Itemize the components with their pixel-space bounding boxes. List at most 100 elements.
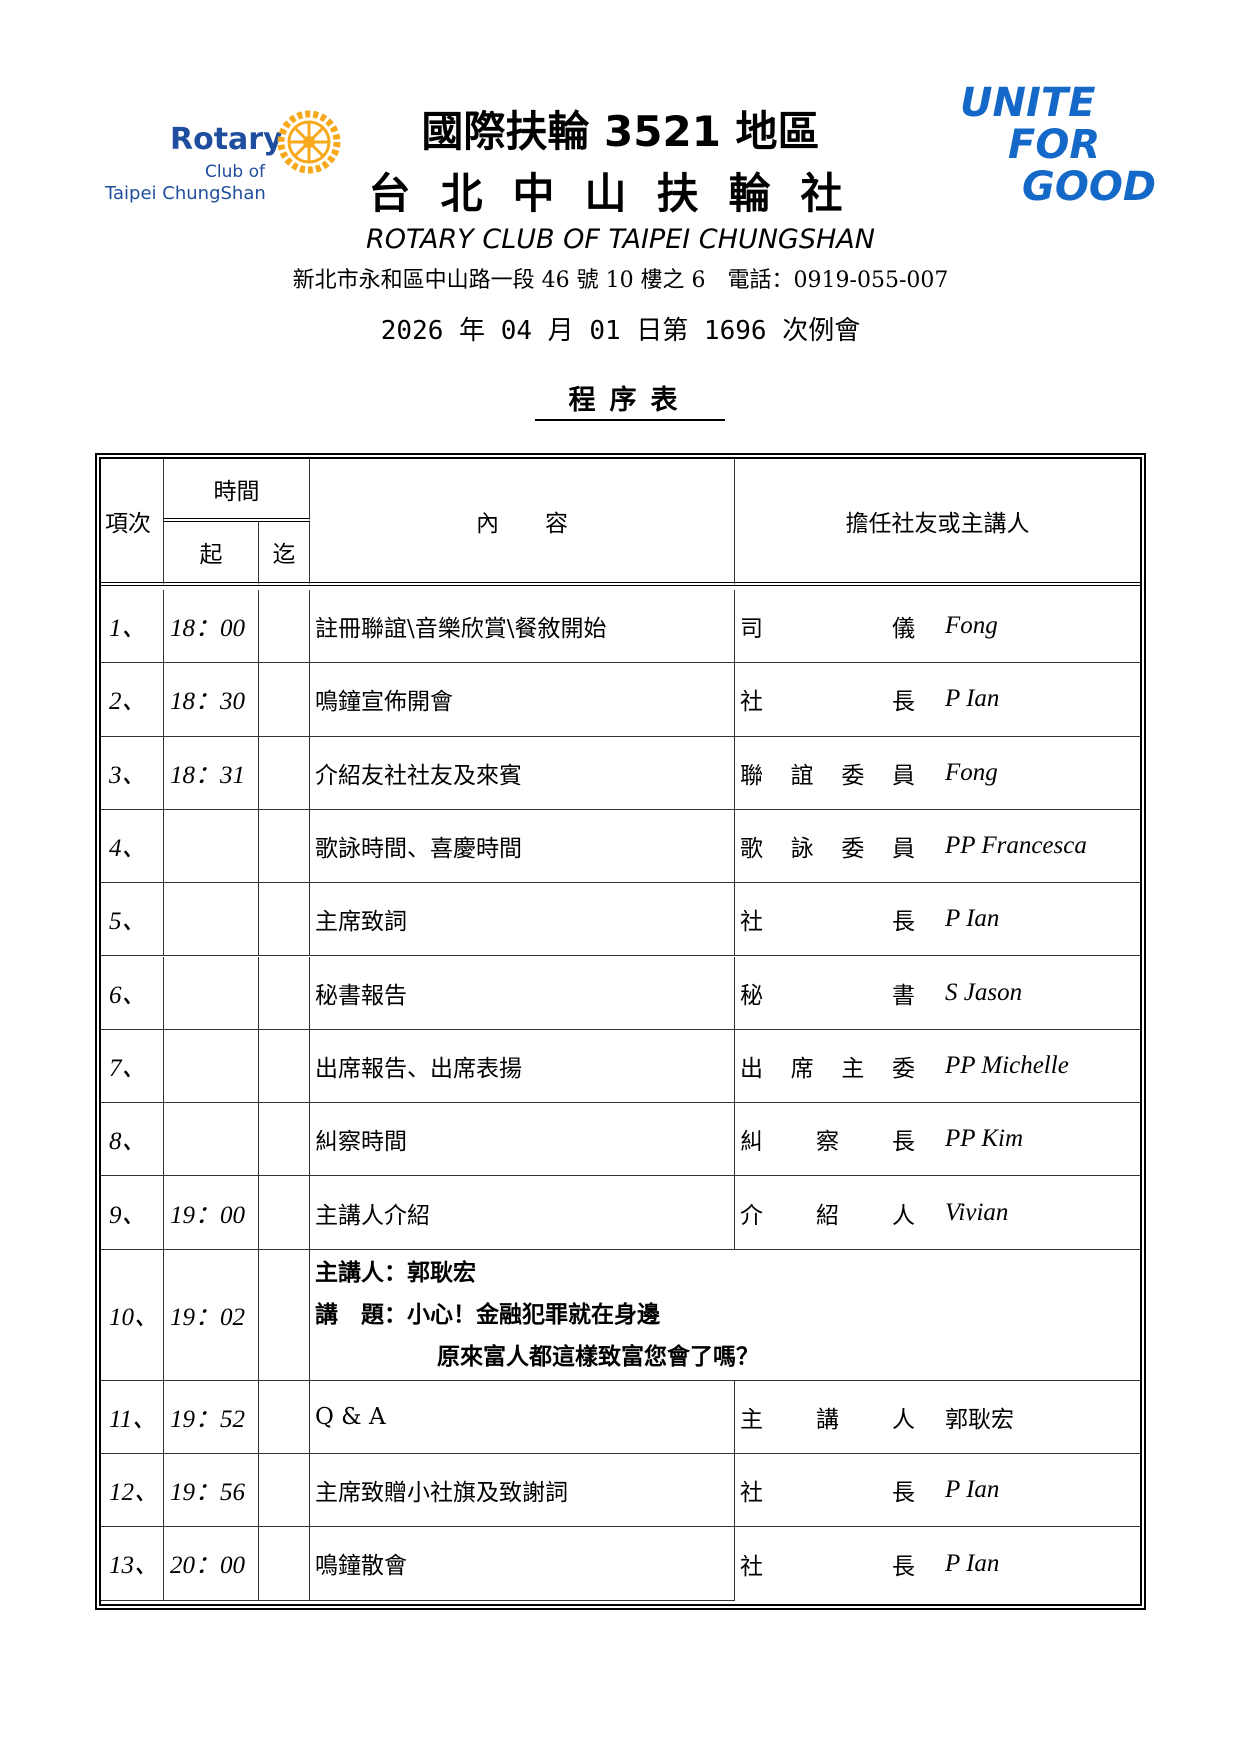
speech-content: 主講人：郭耿宏講 題：小心！金融犯罪就在身邊原來富人都這樣致富您會了嗎？	[310, 1250, 1140, 1381]
host-role: 社長	[740, 909, 915, 936]
row-host: 社長 P Ian	[735, 883, 1140, 957]
host-name: P Ian	[945, 1549, 1000, 1577]
row-content: 主席致贈小社旗及致謝詞	[310, 1454, 735, 1528]
host-role: 社長	[740, 689, 915, 716]
topic-line-1: 講 題：小心！金融犯罪就在身邊	[315, 1300, 660, 1328]
host-name: P Ian	[945, 685, 1000, 713]
row-host: 秘書 S Jason	[735, 957, 1140, 1030]
row-end-time	[259, 883, 310, 957]
row-end-time	[259, 809, 310, 884]
host-name: PP Kim	[945, 1125, 1024, 1153]
row-host: 出席主委 PP Michelle	[735, 1030, 1140, 1104]
topic-line-2: 原來富人都這樣致富您會了嗎？	[437, 1342, 759, 1370]
row-no: 6、	[101, 956, 164, 1030]
header-time: 時間	[164, 459, 310, 522]
header-no: 項次	[101, 459, 164, 586]
host-role: 聯誼委員	[740, 762, 915, 789]
meeting-info: 2026 年 04 月 01 日第 1696 次例會	[380, 316, 861, 346]
club-name-en: ROTARY CLUB OF TAIPEI CHUNGSHAN	[366, 224, 875, 255]
row-no: 11、	[101, 1380, 164, 1454]
row-start-time	[164, 809, 259, 884]
row-no: 12、	[101, 1454, 164, 1528]
row-content: 主講人介紹	[310, 1176, 735, 1250]
host-role: 秘書	[740, 982, 915, 1009]
row-content: 鳴鐘宣佈開會	[310, 663, 735, 737]
header-host: 擔任社友或主講人	[735, 459, 1140, 586]
row-end-time	[259, 1029, 310, 1104]
row-no: 7、	[101, 1029, 164, 1104]
row-end-time	[259, 1527, 310, 1601]
row-start-time	[164, 956, 259, 1030]
row-start-time: 18：30	[164, 663, 259, 737]
row-content: 秘書報告	[310, 956, 735, 1030]
row-end-time	[259, 1103, 310, 1177]
host-role: 社長	[740, 1553, 915, 1580]
row-host: 司儀 Fong	[735, 590, 1140, 664]
host-name: PP Michelle	[945, 1051, 1069, 1079]
row-content: 介紹友社社友及來賓	[310, 736, 735, 810]
club-name: 台北中山扶輪社	[368, 169, 873, 218]
row-end-time	[259, 1249, 310, 1381]
host-name: 郭耿宏	[945, 1406, 1014, 1433]
row-no: 4、	[101, 809, 164, 884]
host-name: Fong	[945, 758, 998, 786]
row-end-time	[259, 1176, 310, 1250]
document-title: 程序表	[535, 378, 725, 421]
host-role: 司儀	[740, 616, 915, 643]
row-host: 糾察長 PP Kim	[735, 1103, 1140, 1177]
row-content: 出席報告、出席表揚	[310, 1029, 735, 1104]
speaker: 主講人：郭耿宏	[315, 1258, 476, 1286]
host-name: P Ian	[945, 1476, 1000, 1504]
row-end-time	[259, 956, 310, 1030]
header-start: 起	[164, 522, 259, 586]
row-end-time	[259, 663, 310, 737]
host-role: 出席主委	[740, 1055, 915, 1082]
row-start-time	[164, 1029, 259, 1104]
row-start-time: 19：56	[164, 1454, 259, 1528]
row-start-time: 20：00	[164, 1527, 259, 1601]
row-no: 3、	[101, 736, 164, 810]
row-host: 社長 P Ian	[735, 663, 1140, 737]
row-host: 介紹人 Vivian	[735, 1176, 1140, 1250]
row-end-time	[259, 1454, 310, 1528]
row-no: 10、	[101, 1249, 164, 1381]
program-table: 項次 時間起迄內 容擔任社友或主講人 1、 18：00 註冊聯誼\音樂欣賞\餐敘開始 司儀…	[95, 453, 1146, 1610]
row-no: 9、	[101, 1176, 164, 1250]
row-start-time	[164, 883, 259, 957]
row-start-time: 18：00	[164, 590, 259, 664]
row-no: 13、	[101, 1527, 164, 1601]
host-name: P Ian	[945, 905, 1000, 933]
row-content: 鳴鐘散會	[310, 1527, 735, 1601]
host-role: 主講人	[740, 1406, 915, 1433]
row-start-time: 19：52	[164, 1380, 259, 1454]
row-content: 註冊聯誼\音樂欣賞\餐敘開始	[310, 590, 735, 664]
host-name: S Jason	[945, 978, 1023, 1006]
host-role: 糾察長	[740, 1129, 915, 1156]
host-role: 歌詠委員	[740, 836, 915, 863]
host-name: Vivian	[945, 1198, 1009, 1226]
host-name: Fong	[945, 612, 998, 640]
row-end-time	[259, 1380, 310, 1454]
host-role: 介紹人	[740, 1202, 915, 1229]
row-start-time	[164, 1103, 259, 1177]
district-title: 國際扶輪 3521 地區	[421, 107, 820, 156]
row-content: 主席致詞	[310, 883, 735, 957]
row-no: 8、	[101, 1103, 164, 1177]
unite-for-good-logo: UNITE FOR GOOD	[960, 80, 1157, 210]
header-end: 迄	[259, 522, 310, 586]
row-start-time: 18：31	[164, 736, 259, 810]
row-start-time: 19：02	[164, 1249, 259, 1381]
row-host: 社長 P Ian	[735, 1527, 1140, 1600]
host-role: 社長	[740, 1480, 915, 1507]
row-host: 社長 P Ian	[735, 1454, 1140, 1528]
row-no: 5、	[101, 883, 164, 957]
row-content: 歌詠時間、喜慶時間	[310, 809, 735, 884]
row-content: Q & A	[310, 1380, 735, 1454]
row-host: 主講人 郭耿宏	[735, 1381, 1140, 1454]
row-end-time	[259, 590, 310, 664]
row-no: 1、	[101, 590, 164, 664]
rotary-logo: Rotary Club of Taipei ChungShan	[105, 110, 345, 210]
row-content: 糾察時間	[310, 1103, 735, 1177]
row-end-time	[259, 736, 310, 810]
